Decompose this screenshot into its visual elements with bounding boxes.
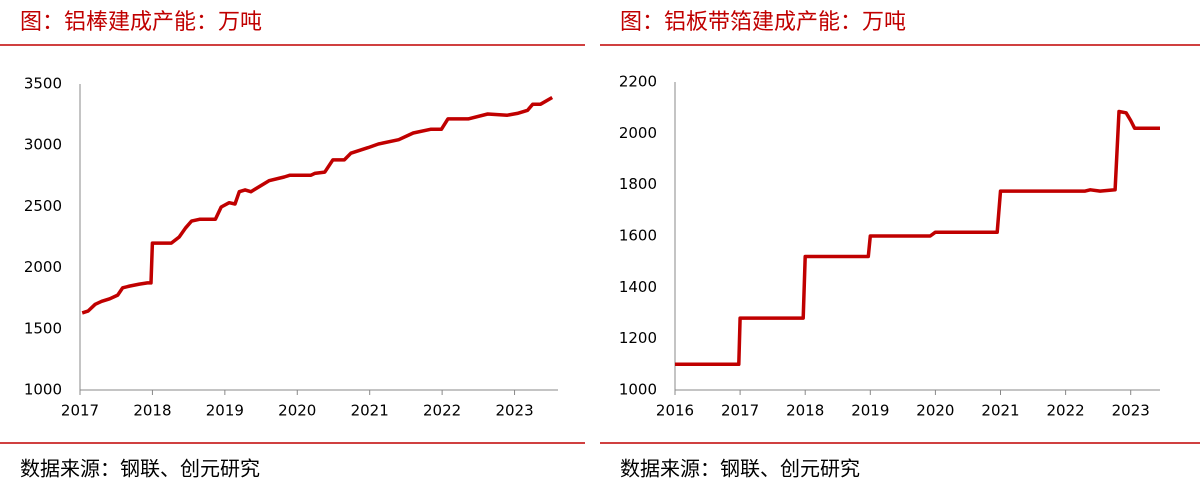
x-tick-label: 2021	[981, 402, 1019, 420]
y-tick-label: 1600	[619, 227, 657, 245]
chart-title: 图：铝板带箔建成产能：万吨	[620, 10, 906, 35]
x-tick-label: 2023	[1112, 402, 1150, 420]
x-tick-label: 2019	[851, 402, 889, 420]
x-tick-label: 2016	[656, 402, 694, 420]
y-tick-label: 2000	[24, 258, 62, 276]
y-tick-label: 1400	[619, 278, 657, 296]
x-tick-label: 2020	[916, 402, 954, 420]
source-note: 数据来源：钢联、创元研究	[20, 457, 260, 481]
x-tick-label: 2018	[786, 402, 824, 420]
x-tick-label: 2017	[721, 402, 759, 420]
chart-title: 图：铝棒建成产能：万吨	[20, 10, 262, 35]
x-tick-label: 2023	[495, 402, 533, 420]
source-note: 数据来源：钢联、创元研究	[620, 457, 860, 481]
y-tick-label: 1800	[619, 175, 657, 193]
y-tick-label: 1000	[24, 381, 62, 399]
y-tick-label: 3000	[24, 136, 62, 154]
y-tick-label: 1000	[619, 381, 657, 399]
y-tick-label: 1500	[24, 319, 62, 337]
y-tick-label: 1200	[619, 329, 657, 347]
x-tick-label: 2022	[423, 402, 461, 420]
x-tick-label: 2019	[206, 402, 244, 420]
x-tick-label: 2018	[133, 402, 171, 420]
x-tick-label: 2021	[351, 402, 389, 420]
x-tick-label: 2022	[1047, 402, 1085, 420]
y-tick-label: 2200	[619, 73, 657, 91]
line-series	[81, 95, 554, 315]
y-tick-label: 3500	[24, 75, 62, 93]
y-tick-label: 2000	[619, 124, 657, 142]
x-tick-label: 2020	[278, 402, 316, 420]
x-tick-label: 2017	[61, 402, 99, 420]
y-tick-label: 2500	[24, 197, 62, 215]
line-series	[675, 109, 1160, 367]
